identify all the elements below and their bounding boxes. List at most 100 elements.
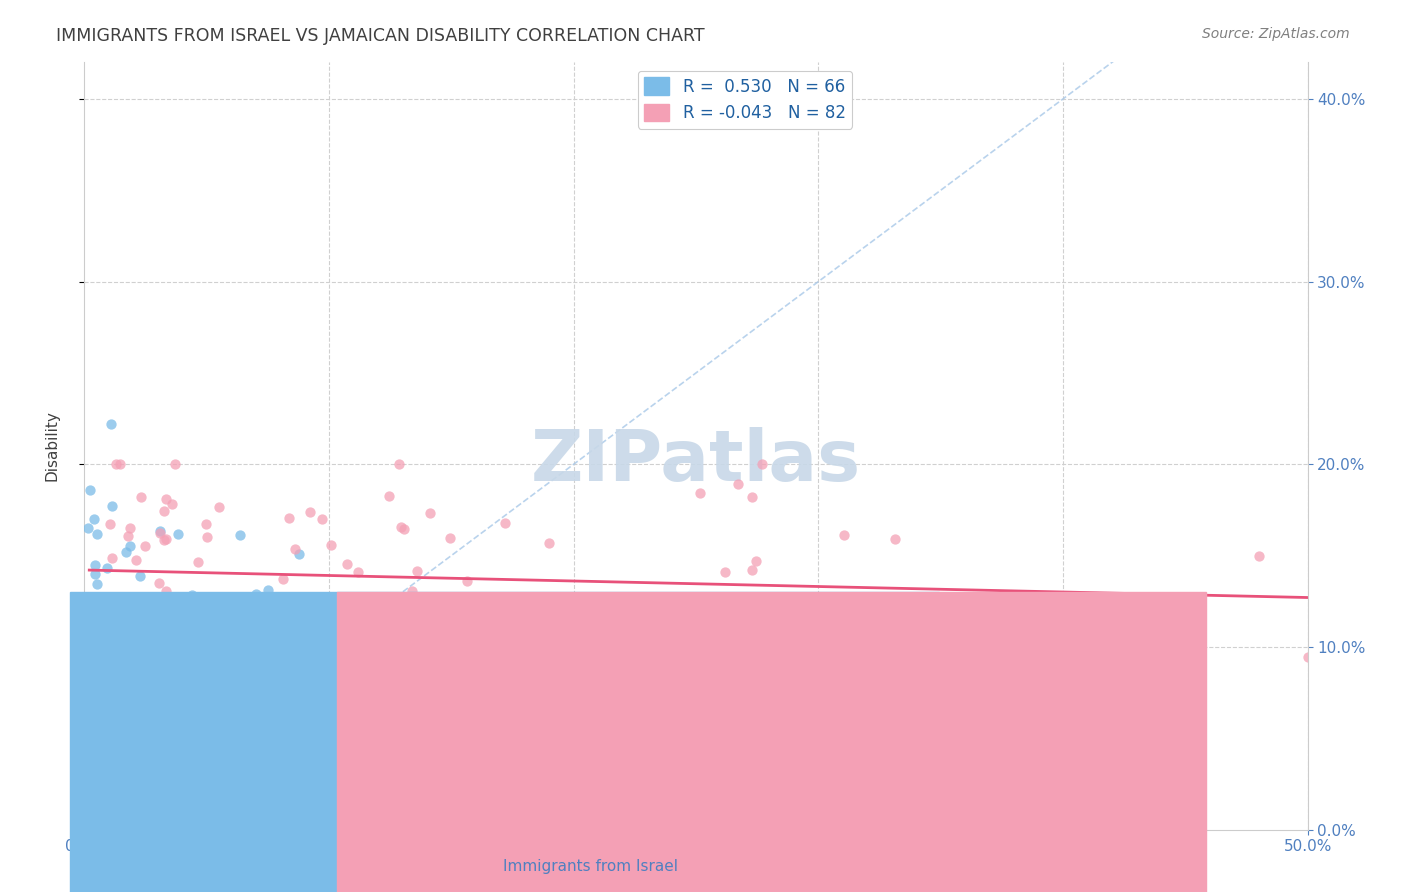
Point: [245, 587, 267, 601]
Point: [741, 563, 763, 577]
Point: [381, 603, 404, 617]
Point: [405, 564, 427, 578]
Point: [163, 457, 186, 471]
Point: [1296, 649, 1319, 664]
Point: [1247, 549, 1270, 563]
Point: [153, 533, 176, 547]
Point: [100, 417, 122, 431]
Point: [439, 532, 461, 546]
Point: [741, 490, 763, 504]
Point: [97, 650, 120, 665]
Point: [326, 635, 349, 649]
Point: [87, 758, 110, 772]
Point: [129, 640, 152, 654]
Point: [368, 600, 391, 615]
Point: [149, 526, 172, 541]
Point: [86, 527, 108, 541]
Point: [456, 574, 478, 588]
Point: [153, 504, 176, 518]
Point: [200, 685, 222, 699]
Point: [254, 597, 277, 611]
Point: [108, 605, 131, 619]
Point: [117, 659, 139, 673]
Point: [477, 592, 499, 607]
Text: Immigrants from Israel: Immigrants from Israel: [503, 859, 678, 874]
Point: [118, 540, 141, 554]
Point: [76, 721, 98, 735]
Point: [883, 533, 905, 547]
Point: [131, 644, 153, 658]
Point: [86, 672, 108, 686]
Y-axis label: Disability: Disability: [45, 410, 60, 482]
Point: [287, 547, 309, 561]
Point: [103, 768, 125, 782]
Point: [273, 572, 295, 586]
Point: [418, 669, 440, 683]
Point: [77, 615, 100, 629]
Point: [219, 603, 242, 617]
Point: [366, 620, 388, 634]
Point: [284, 541, 307, 556]
Point: [108, 457, 131, 471]
Point: [86, 632, 108, 646]
Point: [382, 626, 405, 640]
Point: [125, 620, 148, 634]
Point: [155, 584, 177, 599]
Point: [94, 705, 117, 719]
Legend: R =  0.530   N = 66, R = -0.043   N = 82: R = 0.530 N = 66, R = -0.043 N = 82: [637, 70, 852, 128]
Point: [101, 611, 124, 625]
Point: [93, 664, 115, 678]
Point: [155, 532, 177, 546]
Point: [517, 647, 540, 661]
Point: [129, 594, 152, 608]
Point: [129, 569, 152, 583]
Point: [96, 561, 118, 575]
Text: Source: ZipAtlas.com: Source: ZipAtlas.com: [1202, 27, 1350, 41]
Point: [79, 624, 101, 639]
Point: [229, 528, 252, 542]
Point: [257, 583, 280, 598]
Point: [101, 602, 124, 616]
Point: [96, 617, 118, 632]
Point: [832, 528, 855, 542]
Point: [121, 629, 143, 643]
Point: [76, 768, 98, 782]
Point: [84, 618, 107, 632]
Point: [208, 629, 231, 643]
Point: [572, 591, 595, 606]
Point: [160, 498, 183, 512]
Point: [129, 490, 152, 504]
Point: [77, 714, 100, 729]
Point: [294, 624, 316, 639]
Point: [287, 660, 309, 674]
Point: [603, 660, 626, 674]
Point: [419, 506, 441, 520]
Point: [77, 650, 100, 665]
Point: [143, 665, 166, 679]
Point: [392, 522, 415, 536]
Point: [139, 752, 162, 766]
Point: [76, 700, 98, 714]
Point: [118, 607, 141, 622]
Point: [188, 655, 211, 669]
Point: [195, 613, 218, 627]
Point: [83, 558, 105, 572]
Point: [367, 679, 389, 693]
Point: [183, 694, 205, 708]
Point: [96, 651, 118, 665]
Point: [110, 768, 132, 782]
Point: [82, 644, 104, 658]
Point: [401, 584, 423, 599]
Point: [76, 632, 98, 647]
Point: [270, 630, 292, 644]
Point: [208, 500, 231, 515]
Point: [375, 620, 398, 634]
Point: [98, 517, 121, 532]
Point: [101, 551, 124, 566]
Point: [174, 643, 197, 657]
Point: [713, 565, 735, 579]
Point: [628, 616, 651, 631]
Point: [86, 576, 108, 591]
Point: [165, 642, 187, 657]
Point: [347, 565, 370, 579]
